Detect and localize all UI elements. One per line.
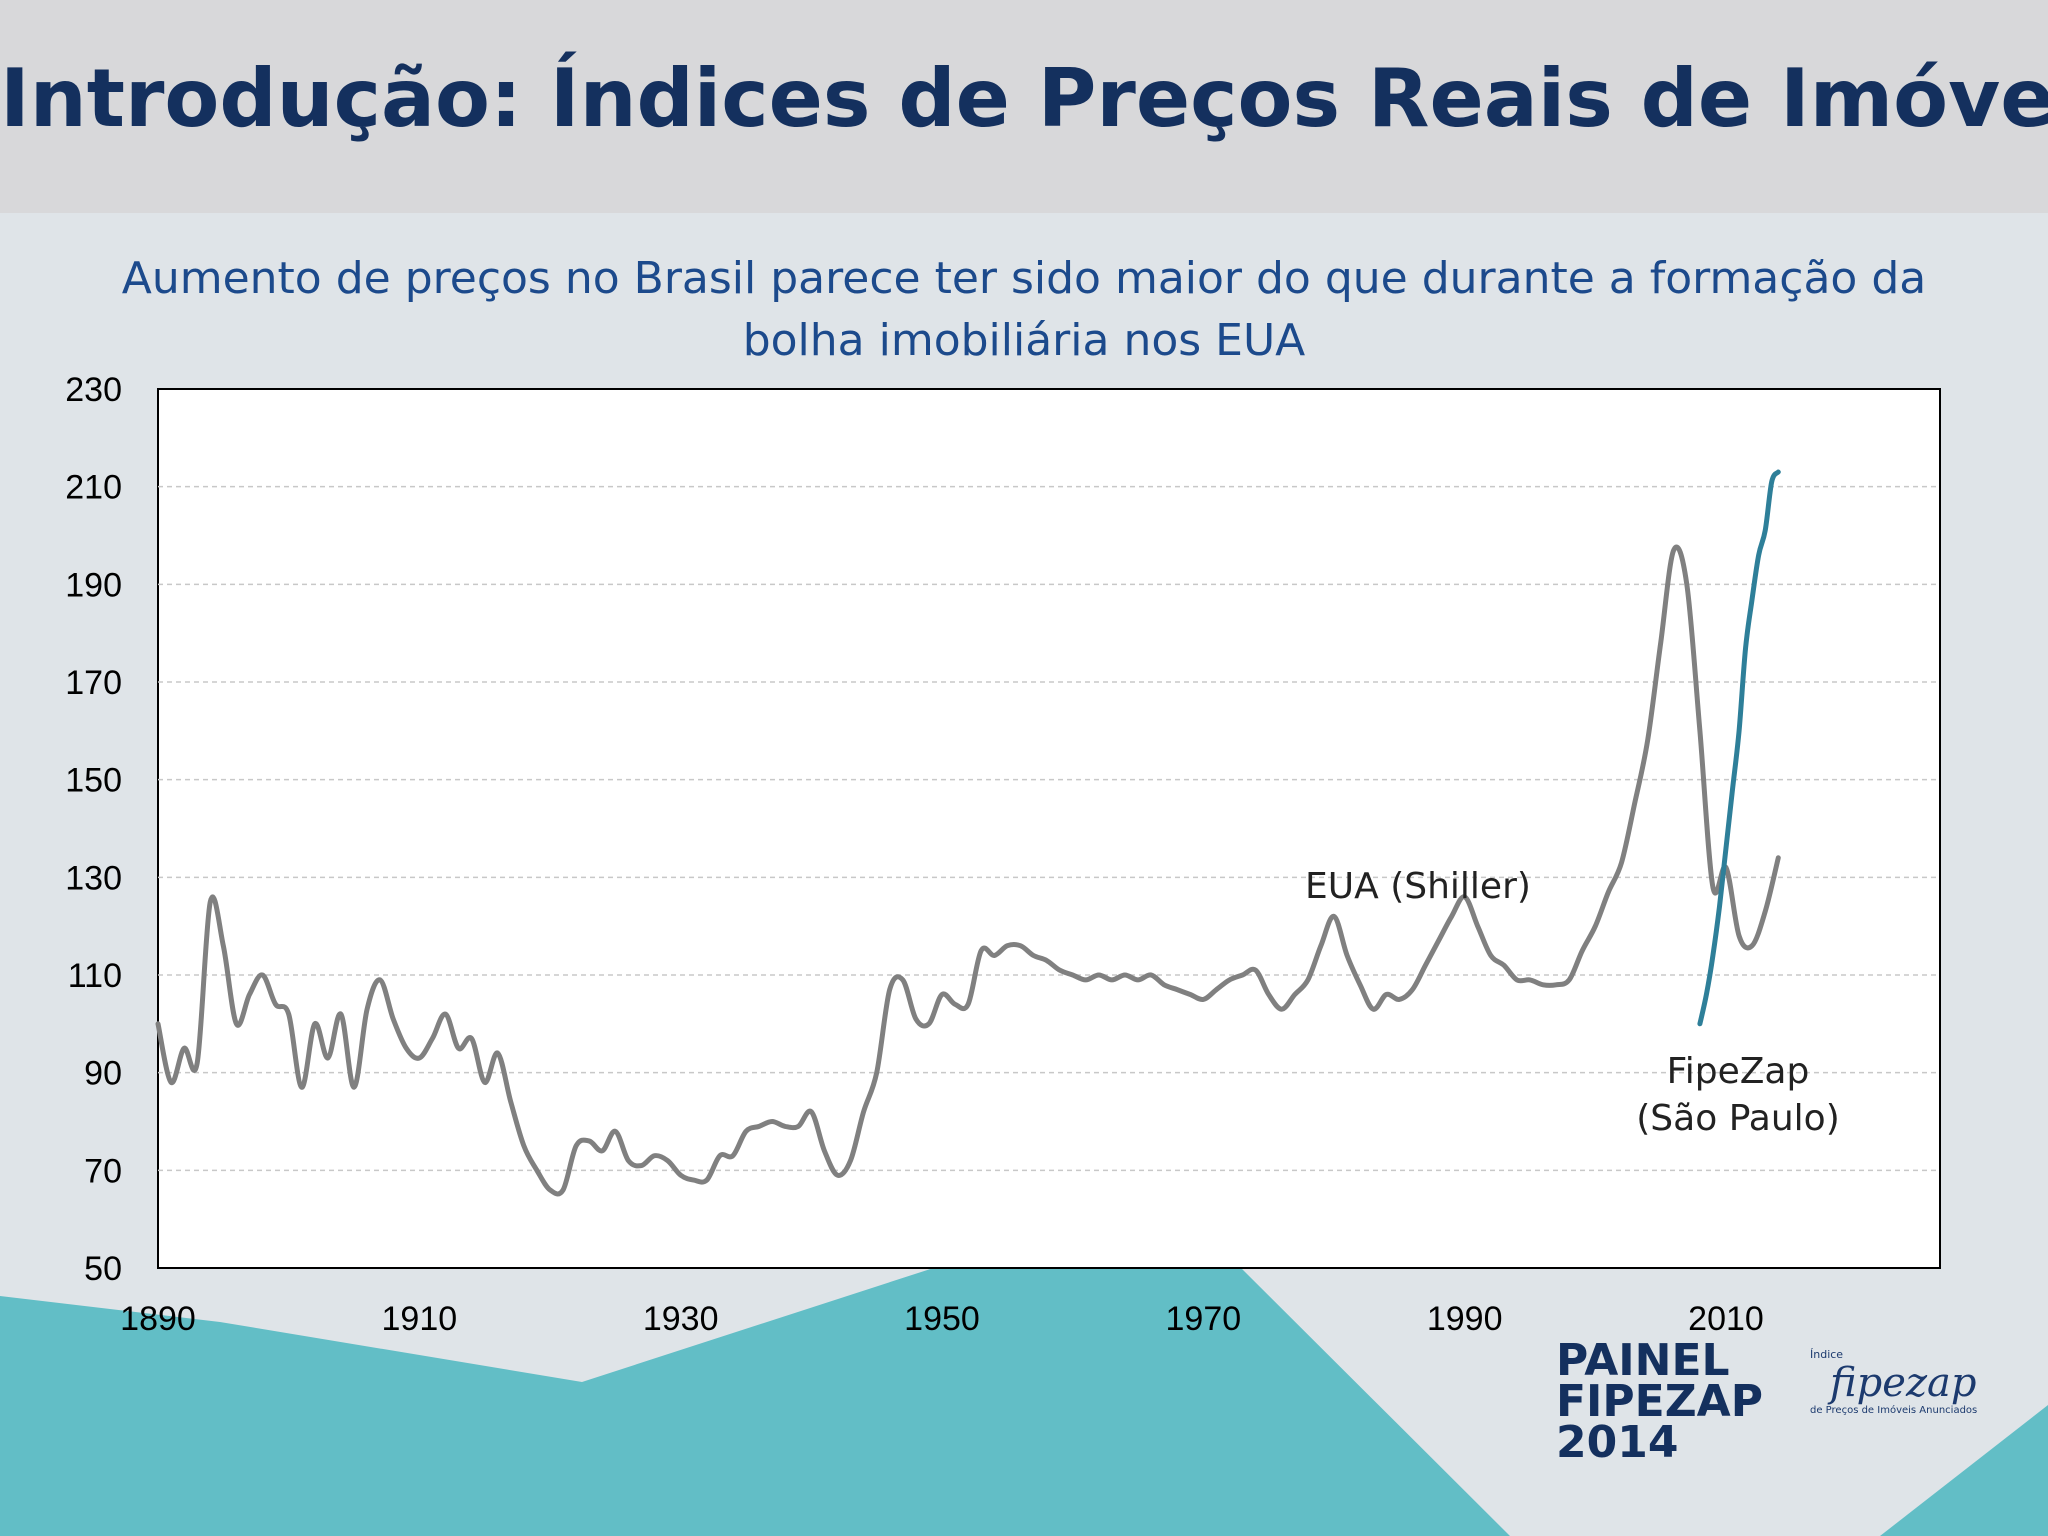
- y-tick-label: 230: [65, 371, 122, 409]
- us-shiller-series-line: [155, 544, 1781, 1197]
- logo-line-1: PAINEL: [1556, 1335, 1730, 1386]
- fipezap-index-logo: Índice fipezap de Preços de Imóveis Anun…: [1810, 1348, 1980, 1416]
- x-tick-label: 1910: [382, 1300, 458, 1338]
- y-tick-label: 130: [65, 859, 122, 897]
- y-axis-ticks: 50 70 90 110 130 150 170 190 210 230: [65, 371, 122, 1288]
- y-tick-label: 170: [65, 664, 122, 702]
- fipezap-logo-name: fipezap: [1830, 1360, 1977, 1406]
- logo-line-3: 2014: [1556, 1417, 1679, 1468]
- teal-background-shape-right: [1880, 1405, 2048, 1536]
- y-tick-label: 110: [68, 957, 122, 995]
- y-tick-label: 50: [84, 1250, 122, 1288]
- series-lines: [155, 469, 1781, 1197]
- y-tick-label: 210: [65, 469, 122, 507]
- fipezap-logo-top: Índice: [1810, 1348, 1844, 1361]
- x-tick-label: 1950: [904, 1300, 980, 1338]
- plot-area: [157, 388, 1941, 1269]
- logo-line-2: FIPEZAP: [1556, 1376, 1763, 1427]
- x-tick-label: 2010: [1688, 1300, 1764, 1338]
- x-tick-label: 1890: [120, 1300, 196, 1338]
- y-tick-label: 150: [65, 762, 122, 800]
- x-tick-label: 1930: [643, 1300, 719, 1338]
- annotation-eua-shiller: EUA (Shiller): [1305, 866, 1531, 907]
- gridlines: [158, 485, 1940, 1172]
- y-tick-label: 190: [65, 566, 122, 604]
- fipezap-sao-paulo-series-line: [1697, 469, 1781, 1027]
- slide-title: Introdução: Índices de Preços Reais de I…: [0, 52, 2048, 145]
- y-tick-label: 70: [84, 1152, 122, 1190]
- x-tick-label: 1990: [1427, 1300, 1503, 1338]
- x-axis-ticks: 1890 1910 1930 1950 1970 1990 2010: [120, 1300, 1764, 1338]
- y-tick-label: 90: [84, 1055, 122, 1093]
- title-bar: [0, 0, 2048, 213]
- teal-background-shape-left: [0, 1214, 1510, 1536]
- slide-subtitle: Aumento de preços no Brasil parece ter s…: [121, 253, 1927, 366]
- x-tick-label: 1970: [1166, 1300, 1242, 1338]
- painel-fipezap-logo: PAINEL FIPEZAP 2014: [1556, 1335, 1763, 1468]
- annotation-sao-paulo: (São Paulo): [1636, 1098, 1839, 1139]
- annotation-fipezap: FipeZap: [1667, 1051, 1810, 1092]
- fipezap-logo-tagline: de Preços de Imóveis Anunciados: [1810, 1405, 1978, 1416]
- annotations: EUA (Shiller) FipeZap (São Paulo): [1305, 866, 1840, 1139]
